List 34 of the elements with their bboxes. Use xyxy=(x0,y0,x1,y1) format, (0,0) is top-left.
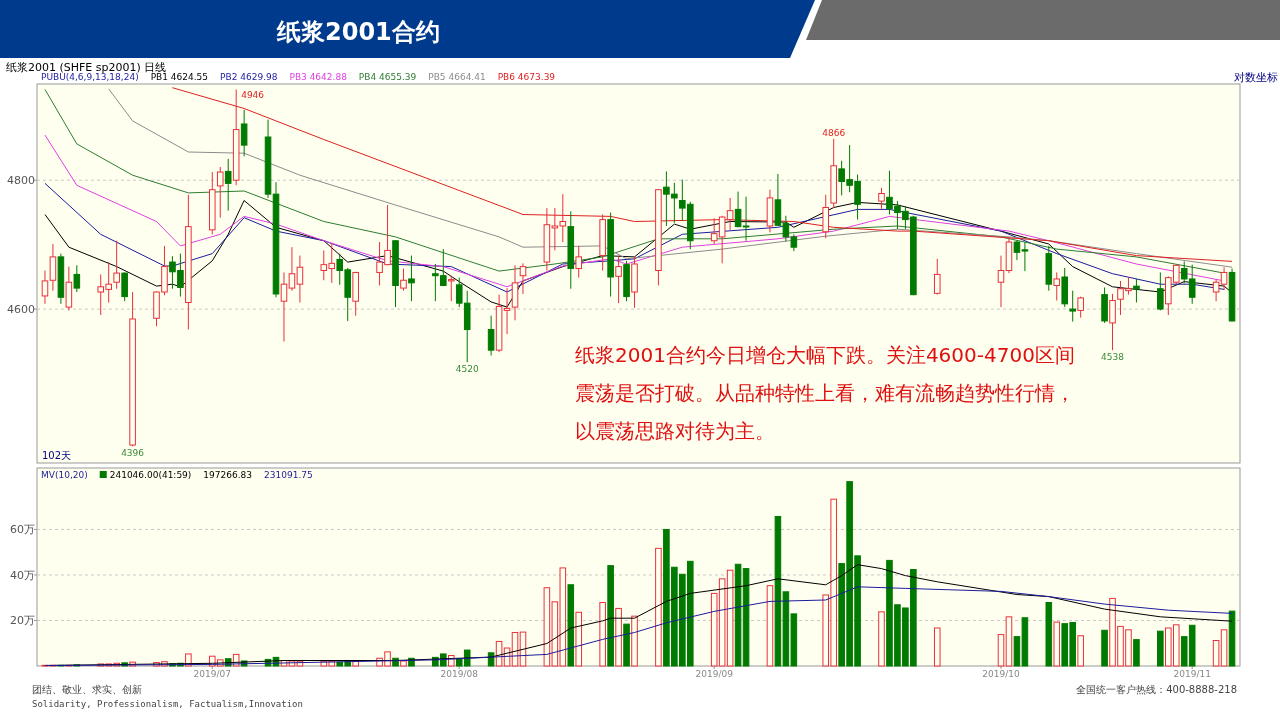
text: PB1 4624.55 xyxy=(150,72,209,82)
text: 团结、敬业、求实、创新 xyxy=(32,684,142,695)
x-tick-label: 2019/11 xyxy=(1173,669,1211,679)
text: PB5 4664.41 xyxy=(428,72,486,82)
text: PB3 4642.88 xyxy=(289,72,348,82)
text: PB4 4655.39 xyxy=(358,72,417,82)
x-tick-label: 2019/08 xyxy=(440,669,479,679)
legend-title: PUBU(4,6,9,13,18,24) xyxy=(41,72,139,82)
text: PB6 4673.39 xyxy=(497,72,556,82)
annotation: 纸浆2001合约今日增仓大幅下跌。关注4600-4700区间震荡是否打破。从品种特性上看，难有流畅趋势性行情，以震荡思路对待为主。 xyxy=(575,342,1075,445)
x-tick-label: 2019/09 xyxy=(695,669,734,679)
annotation: 4946 xyxy=(241,89,265,100)
text: 全国统一客户热线：400-8888-218 xyxy=(1076,684,1237,695)
y-tick-label: 4600 xyxy=(7,303,35,317)
annotation: 4538 xyxy=(1101,352,1125,363)
legend-title: MV(10,20) xyxy=(41,470,88,480)
x-tick-label: 2019/07 xyxy=(193,669,231,679)
y-tick-label: 4800 xyxy=(7,174,35,188)
y-tick-label: 40万 xyxy=(10,568,35,582)
text: 231091.75 xyxy=(264,470,313,480)
annotation: 4520 xyxy=(455,364,479,375)
legend-label: 241046.00(41:59) xyxy=(109,470,192,480)
text: Solidarity, Professionalism, Factualism,Innovation xyxy=(32,699,303,709)
y-tick-label: 20万 xyxy=(10,614,35,628)
x-tick-label: 2019/10 xyxy=(982,669,1020,679)
annotation: 102天 xyxy=(42,450,72,461)
text: PB2 4629.98 xyxy=(220,72,278,82)
y-tick-label: 60万 xyxy=(10,523,35,537)
annotation: 对数坐标 xyxy=(1234,71,1278,84)
chart-title: 纸浆2001合约 xyxy=(276,18,440,46)
text: 197266.83 xyxy=(203,470,253,480)
annotation: 4396 xyxy=(121,448,145,459)
annotation: 4866 xyxy=(822,127,846,138)
chart-subtitle: 纸浆2001 (SHFE sp2001) 日线 xyxy=(6,61,167,74)
